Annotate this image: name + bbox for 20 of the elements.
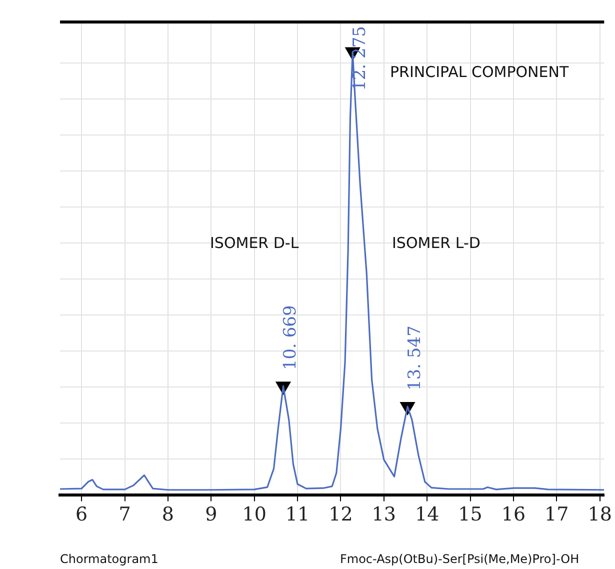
x-tick-label: 6: [76, 504, 88, 526]
x-tick-label: 12: [328, 504, 353, 526]
x-tick-label: 11: [285, 504, 310, 526]
text: Fmoc-Asp(OtBu)-Ser[Psi(Me,Me)Pro]-OH: [340, 551, 580, 568]
text: Chormatogram1: [60, 551, 158, 568]
annotation: PRINCIPAL COMPONENT: [390, 63, 569, 81]
x-tick-label: 7: [118, 504, 131, 526]
x-tick-label: 15: [458, 504, 482, 526]
annotation: ISOMER D-L: [210, 234, 299, 252]
annotation: 10. 669: [280, 305, 301, 370]
annotation: 13. 547: [404, 326, 425, 391]
x-tick-label: 9: [205, 504, 218, 526]
x-tick-label: 14: [415, 504, 440, 526]
x-tick-label: 18: [588, 504, 612, 526]
x-tick-label: 16: [501, 504, 526, 526]
x-tick-label: 10: [242, 504, 266, 526]
x-tick-label: 17: [544, 504, 569, 526]
annotation: ISOMER L-D: [392, 234, 480, 252]
x-tick-label: 13: [372, 504, 396, 526]
x-tick-label: 8: [162, 504, 174, 526]
